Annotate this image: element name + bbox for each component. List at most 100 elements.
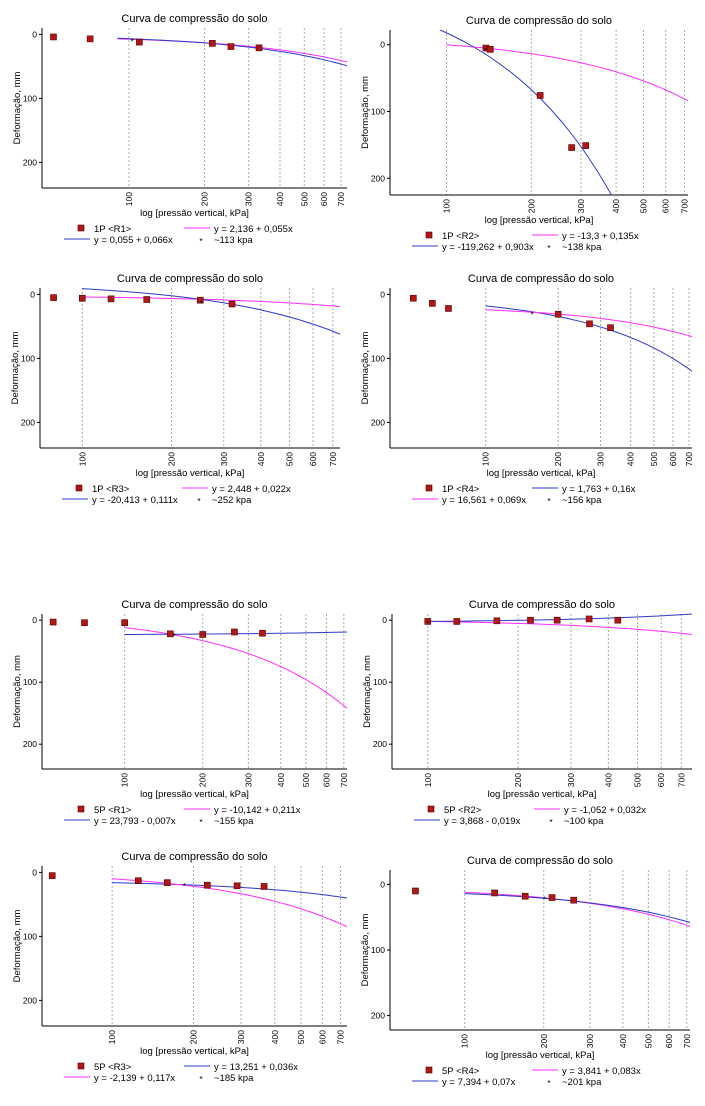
data-point — [527, 616, 534, 624]
x-tick-label: 300 — [219, 452, 229, 466]
data-point — [548, 894, 556, 901]
x-tick-label: 300 — [576, 199, 586, 213]
y-tick-label: 200 — [371, 417, 385, 427]
y-tick-label: 0 — [32, 29, 37, 39]
x-tick-label: 100 — [423, 773, 433, 787]
legend-label: 1P <R1> — [94, 224, 132, 235]
x-tick-label: 300 — [566, 773, 576, 787]
data-point — [204, 881, 211, 889]
legend-label: ~100 kpa — [564, 816, 604, 827]
data-point — [585, 615, 593, 623]
legend-label: ~252 kpa — [212, 495, 252, 506]
data-point — [607, 324, 614, 331]
legend-star-symbol: * — [547, 1078, 551, 1088]
legend-star-symbol: * — [549, 817, 553, 827]
x-tick-label: 500 — [632, 773, 642, 787]
x-tick-label: 400 — [618, 1034, 628, 1048]
star-marker: * — [543, 895, 547, 905]
data-point — [78, 294, 86, 302]
x-tick-label: 100 — [460, 1034, 470, 1048]
legend-label: y = -1,052 + 0,032x — [564, 805, 646, 816]
y-axis-label: Deformação, mm — [12, 655, 23, 728]
x-tick-label: 400 — [626, 452, 636, 466]
data-point — [424, 618, 432, 625]
x-tick-label: 700 — [684, 452, 694, 466]
x-tick-label: 700 — [336, 192, 346, 206]
x-tick-label: 400 — [611, 199, 621, 213]
fit-line-magenta — [446, 44, 689, 102]
legend-label: 5P <R1> — [94, 805, 132, 816]
y-tick-label: 0 — [30, 289, 35, 299]
data-point — [453, 618, 461, 625]
legend-label: 5P <R4> — [442, 1066, 480, 1077]
legend-label: ~113 kpa — [214, 235, 253, 246]
y-tick-label: 200 — [371, 1011, 385, 1021]
star-marker: * — [531, 309, 535, 319]
x-tick-label: 600 — [664, 1034, 674, 1048]
data-point — [568, 144, 575, 151]
x-tick-label: 200 — [198, 773, 208, 787]
x-axis-label: log [pressão vertical, kPa] — [486, 1050, 595, 1061]
data-point — [554, 310, 562, 318]
legend-star-symbol: * — [199, 1074, 203, 1084]
fit-line-blue — [112, 882, 348, 899]
x-tick-label: 600 — [319, 192, 329, 206]
data-point — [135, 877, 142, 885]
fit-line-magenta — [112, 878, 348, 928]
x-axis-label: log [pressão vertical, kPa] — [487, 468, 596, 479]
x-tick-label: 600 — [308, 452, 318, 466]
x-tick-label: 100 — [481, 452, 491, 466]
legend-label: y = 7,394 + 0,07x — [442, 1077, 516, 1088]
y-tick-label: 0 — [32, 615, 37, 625]
data-point — [553, 616, 561, 624]
x-tick-label: 200 — [553, 452, 563, 466]
legend-label: 1P <R3> — [92, 484, 130, 495]
legend-label: 5P <R3> — [94, 1062, 132, 1073]
data-point — [445, 305, 452, 312]
x-tick-label: 500 — [301, 773, 311, 787]
data-point — [209, 40, 216, 47]
data-point — [196, 296, 204, 304]
data-point — [493, 617, 501, 625]
x-tick-label: 200 — [188, 1030, 198, 1044]
y-tick-label: 0 — [380, 289, 385, 299]
legend-star-symbol: * — [547, 243, 551, 253]
legend-label: y = -10,142 + 0,211x — [214, 805, 301, 816]
x-tick-label: 500 — [649, 452, 659, 466]
chart-panel-5p-r4: Curva de compressão do solo 100 200 300 400 5… — [358, 850, 698, 1100]
data-point — [410, 294, 417, 302]
fit-line-magenta — [464, 891, 691, 927]
y-tick-label: 200 — [21, 417, 35, 427]
legend-marker-symbol — [425, 484, 433, 492]
x-tick-label: 700 — [676, 773, 686, 787]
x-tick-label: 100 — [107, 1030, 117, 1044]
x-tick-label: 200 — [526, 199, 536, 213]
chart-panel-5p-r2: Curva de compressão do solo 100 200 300 400 5… — [360, 594, 695, 844]
y-tick-label: 0 — [382, 615, 387, 625]
legend-label: y = 3,841 + 0,083x — [562, 1066, 641, 1077]
chart-svg: Curva de compressão do solo 100 200 300 400 5… — [10, 273, 341, 506]
data-point — [121, 619, 128, 626]
x-tick-label: 600 — [317, 1030, 327, 1044]
fit-line-magenta — [82, 296, 341, 308]
y-axis-label: Deformação, mm — [12, 71, 23, 144]
star-marker: * — [131, 37, 135, 47]
x-axis-label: log [pressão vertical, kPa] — [485, 215, 594, 226]
fit-line-magenta — [427, 620, 693, 635]
data-point — [231, 628, 238, 636]
fit-line-blue — [439, 29, 612, 196]
legend-label: y = -13,3 + 0,135x — [562, 231, 639, 242]
x-tick-label: 300 — [236, 1030, 246, 1044]
legend-star-symbol: * — [199, 817, 203, 827]
x-tick-label: 100 — [124, 192, 134, 206]
star-marker: * — [172, 631, 176, 641]
chart-svg: Curva de compressão do solo 100 200 300 400 5… — [12, 851, 348, 1084]
x-axis-label: log [pressão vertical, kPa] — [140, 789, 249, 800]
data-point — [143, 296, 151, 303]
x-tick-label: 700 — [335, 1030, 345, 1044]
legend-label: y = 3,868 - 0,019x — [444, 816, 521, 827]
star-marker: * — [426, 618, 430, 628]
x-axis-label: log [pressão vertical, kPa] — [140, 1046, 249, 1057]
legend-label: 5P <R2> — [444, 805, 482, 816]
legend-marker-symbol — [425, 1066, 433, 1074]
